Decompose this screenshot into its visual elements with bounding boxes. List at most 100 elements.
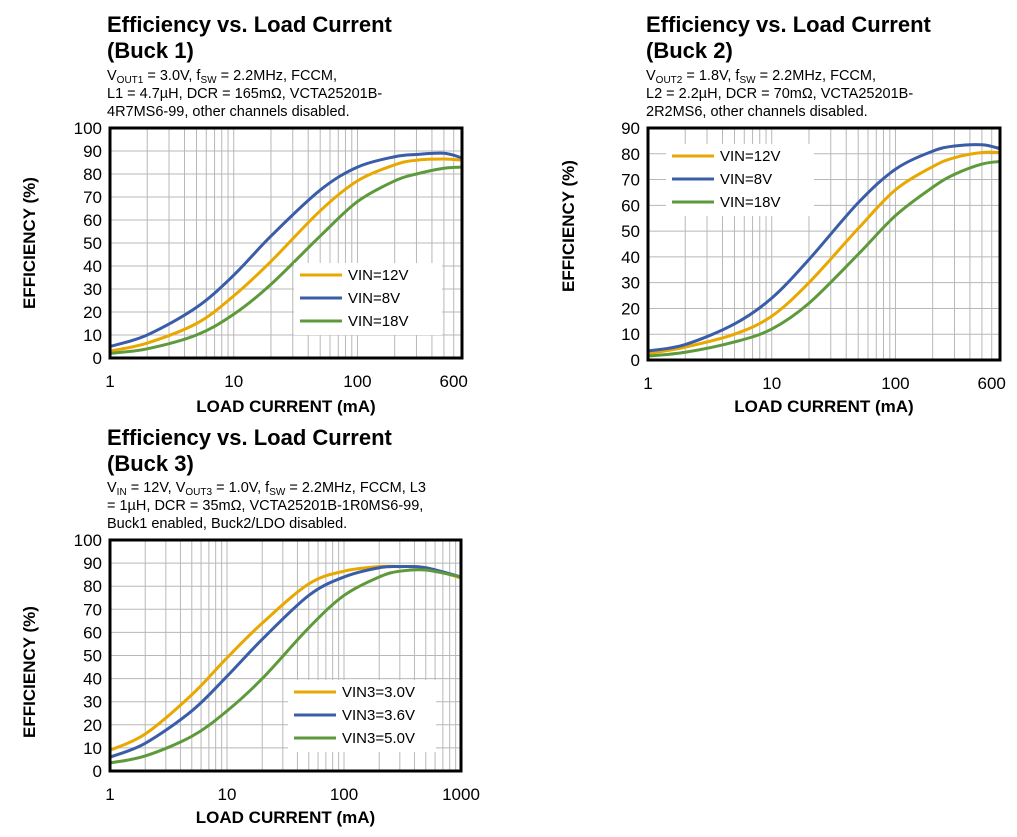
y-tick-label: 20 xyxy=(83,303,102,322)
y-tick-label: 20 xyxy=(621,299,640,318)
condition-text: = 12V, V xyxy=(126,480,186,496)
y-tick-label: 30 xyxy=(83,693,102,712)
condition-text: L1 = 4.7µH, DCR = 165mΩ, VCTA25201B- xyxy=(107,86,383,102)
conditions: VOUT1 = 3.0V, fSW = 2.2MHz, FCCM, L1 = 4.… xyxy=(107,67,382,121)
subscript-text: SW xyxy=(200,75,217,86)
legend: VIN3=3.0V VIN3=3.6V VIN3=5.0V xyxy=(288,680,436,752)
y-tick-label: 60 xyxy=(83,623,102,642)
subscript-text: IN xyxy=(116,487,127,498)
y-tick-label: 80 xyxy=(83,165,102,184)
condition-text: = 1.8V, f xyxy=(682,68,740,84)
title-line-1: Efficiency vs. Load Current xyxy=(107,425,392,450)
condition-text: V xyxy=(107,68,117,84)
condition-line: L1 = 4.7µH, DCR = 165mΩ, VCTA25201B- xyxy=(107,85,382,103)
series-line-vin-18v xyxy=(109,165,463,355)
y-tick-label: 100 xyxy=(74,531,102,550)
x-tick-label: 600 xyxy=(440,372,468,391)
y-tick-label: 90 xyxy=(83,142,102,161)
y-tick-label: 30 xyxy=(83,280,102,299)
condition-line: L2 = 2.2µH, DCR = 70mΩ, VCTA25201B- xyxy=(646,85,913,103)
y-tick-label: 0 xyxy=(631,351,640,370)
y-tick-label: 0 xyxy=(93,349,102,368)
legend-label: VIN3=3.6V xyxy=(342,707,415,724)
y-tick-label: 10 xyxy=(621,325,640,344)
conditions: VIN = 12V, VOUT3 = 1.0V, fSW = 2.2MHz, F… xyxy=(107,479,426,533)
y-tick-label: 80 xyxy=(621,145,640,164)
y-tick-label: 80 xyxy=(83,577,102,596)
y-tick-label: 20 xyxy=(83,716,102,735)
series-line-vin3-3-6v xyxy=(109,564,462,759)
title-line-2: (Buck 1) xyxy=(107,38,194,63)
title-line-2: (Buck 3) xyxy=(107,451,194,476)
y-tick-label: 70 xyxy=(621,171,640,190)
y-tick-label: 40 xyxy=(621,248,640,267)
legend-label: VIN=18V xyxy=(348,313,408,330)
legend: VIN=12V VIN=8V VIN=18V xyxy=(294,263,442,335)
series-line-vin-8v xyxy=(109,151,463,348)
title-line-1: Efficiency vs. Load Current xyxy=(107,12,392,37)
legend-label: VIN=12V xyxy=(348,267,408,284)
condition-line: = 1µH, DCR = 35mΩ, VCTA25201B-1R0MS6-99, xyxy=(107,497,426,515)
y-tick-label: 0 xyxy=(93,762,102,781)
subscript-text: OUT3 xyxy=(185,487,213,498)
chart-2: 0 10 20 30 40 50 60 70 80 90 1 10 100 600 LOAD CURRENT… xyxy=(559,119,1006,416)
condition-text: V xyxy=(646,68,656,84)
series-line-vin-8v xyxy=(647,143,1001,353)
y-tick-label: 100 xyxy=(74,119,102,138)
legend-label: VIN=8V xyxy=(348,290,400,307)
y-axis-label: EFFICIENCY (%) xyxy=(20,606,39,738)
chart-title: Efficiency vs. Load Current (Buck 3) xyxy=(107,425,392,477)
y-axis-label: EFFICIENCY (%) xyxy=(559,160,578,292)
y-tick-label: 30 xyxy=(621,274,640,293)
y-tick-label: 90 xyxy=(83,554,102,573)
x-tick-label: 10 xyxy=(224,372,243,391)
subscript-text: OUT2 xyxy=(655,75,683,86)
y-tick-label: 50 xyxy=(83,647,102,666)
y-tick-label: 40 xyxy=(83,670,102,689)
chart-title: Efficiency vs. Load Current (Buck 2) xyxy=(646,12,931,64)
legend: VIN=12V VIN=8V VIN=18V xyxy=(666,144,814,216)
x-tick-label: 600 xyxy=(978,374,1006,393)
legend-label: VIN3=3.0V xyxy=(342,684,415,701)
condition-text: L2 = 2.2µH, DCR = 70mΩ, VCTA25201B- xyxy=(646,86,914,102)
y-tick-label: 60 xyxy=(83,211,102,230)
x-tick-label: 100 xyxy=(330,785,358,804)
y-tick-label: 50 xyxy=(621,222,640,241)
x-axis-label: LOAD CURRENT (mA) xyxy=(734,397,913,416)
condition-line: Buck1 enabled, Buck2/LDO disabled. xyxy=(107,515,426,533)
plot-frame xyxy=(646,126,1002,362)
y-tick-label: 70 xyxy=(83,188,102,207)
y-tick-label: 40 xyxy=(83,257,102,276)
y-tick-label: 10 xyxy=(83,739,102,758)
condition-text: = 2.2MHz, FCCM, xyxy=(755,68,877,84)
condition-text: = 2.2MHz, FCCM, xyxy=(216,68,338,84)
condition-line: VOUT1 = 3.0V, fSW = 2.2MHz, FCCM, xyxy=(107,67,382,86)
x-tick-label: 1 xyxy=(105,785,114,804)
condition-text: 2R2MS6, other channels disabled. xyxy=(646,104,868,120)
subscript-text: OUT1 xyxy=(116,75,144,86)
x-tick-label: 10 xyxy=(762,374,781,393)
plot-frame xyxy=(108,126,464,360)
x-tick-label: 1 xyxy=(105,372,114,391)
conditions: VOUT2 = 1.8V, fSW = 2.2MHz, FCCM, L2 = 2.… xyxy=(646,67,913,121)
condition-line: VIN = 12V, VOUT3 = 1.0V, fSW = 2.2MHz, F… xyxy=(107,479,426,498)
condition-text: = 1.0V, f xyxy=(212,480,270,496)
title-line-1: Efficiency vs. Load Current xyxy=(646,12,931,37)
subscript-text: SW xyxy=(739,75,756,86)
y-axis-label: EFFICIENCY (%) xyxy=(20,177,39,309)
condition-text: = 1µH, DCR = 35mΩ, VCTA25201B-1R0MS6-99, xyxy=(107,498,424,514)
series-line-vin3-5-0v xyxy=(109,568,462,765)
chart-title: Efficiency vs. Load Current (Buck 1) xyxy=(107,12,392,64)
condition-text: V xyxy=(107,480,117,496)
title-line-2: (Buck 2) xyxy=(646,38,733,63)
x-axis-label: LOAD CURRENT (mA) xyxy=(196,808,375,827)
x-tick-label: 10 xyxy=(218,785,237,804)
condition-line: 2R2MS6, other channels disabled. xyxy=(646,103,913,121)
legend-label: VIN=18V xyxy=(720,194,780,211)
legend-label: VIN=12V xyxy=(720,148,780,165)
x-tick-label: 100 xyxy=(343,372,371,391)
condition-text: Buck1 enabled, Buck2/LDO disabled. xyxy=(107,516,348,532)
y-tick-label: 70 xyxy=(83,600,102,619)
